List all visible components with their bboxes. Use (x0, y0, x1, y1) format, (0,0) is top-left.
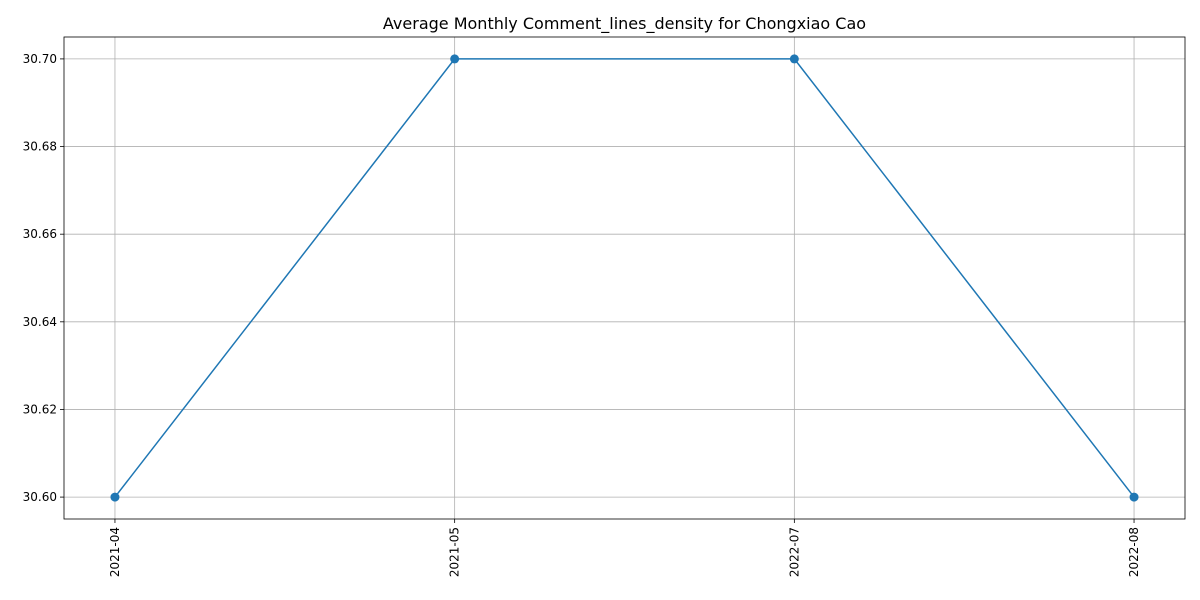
chart-title: Average Monthly Comment_lines_density fo… (383, 14, 866, 34)
data-point (1129, 492, 1139, 502)
series-layer (110, 54, 1139, 502)
grid (64, 37, 1185, 519)
data-point (450, 54, 460, 64)
y-tick-label: 30.60 (23, 490, 57, 504)
y-tick-label: 30.66 (23, 227, 57, 241)
y-tick-label: 30.68 (23, 140, 57, 154)
data-point (110, 492, 120, 502)
x-tick-label: 2021-04 (108, 527, 122, 577)
data-point (789, 54, 799, 64)
x-tick-label: 2022-08 (1127, 527, 1141, 577)
y-tick-label: 30.70 (23, 52, 57, 66)
y-tick-label: 30.62 (23, 402, 57, 416)
x-axis-ticks: 2021-04 2021-05 2022-07 2022-08 (108, 519, 1141, 577)
x-tick-label: 2021-05 (448, 527, 462, 577)
x-tick-label: 2022-07 (787, 527, 801, 577)
y-axis-ticks: 30.60 30.62 30.64 30.66 30.68 30.70 (23, 52, 64, 504)
plot-area-frame (63, 36, 1186, 520)
series-line (114, 58, 1135, 498)
y-tick-label: 30.64 (23, 315, 57, 329)
